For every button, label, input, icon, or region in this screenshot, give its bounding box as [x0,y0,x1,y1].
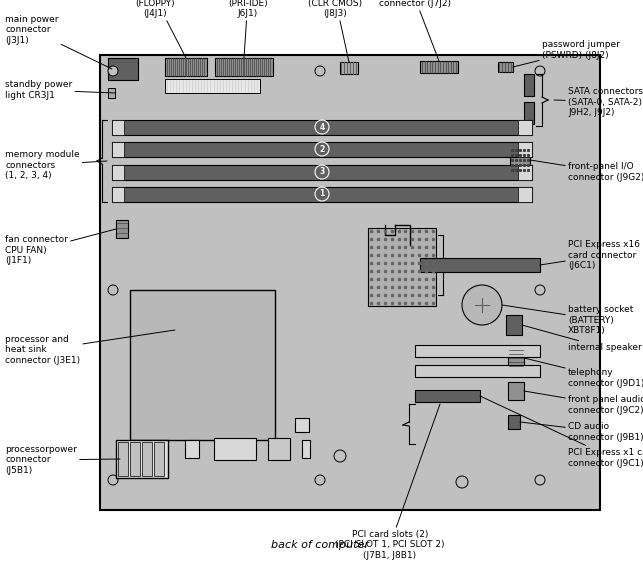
Bar [112,120,124,135]
Bar [518,142,532,157]
Circle shape [315,142,329,156]
Text: standby power
light CR3J1: standby power light CR3J1 [5,81,115,100]
Text: processorpower
connector
(J5B1): processorpower connector (J5B1) [5,445,120,475]
Bar [420,258,540,272]
Bar [268,438,290,460]
Bar [165,79,260,93]
Bar [108,58,138,80]
Text: PCI Express x1 card
connector (J9C1): PCI Express x1 card connector (J9C1) [480,396,643,467]
Bar [108,88,115,98]
Bar [508,348,524,368]
Text: CD audio
connector (J9B1): CD audio connector (J9B1) [520,422,643,442]
Bar [295,418,309,432]
Circle shape [535,285,545,295]
Bar [215,58,273,76]
Bar [518,187,532,202]
Bar [508,382,524,400]
Text: telephony
connector (J9D1): telephony connector (J9D1) [524,358,643,387]
Bar [130,442,140,476]
Bar [510,148,530,172]
Circle shape [462,285,502,325]
Circle shape [535,66,545,76]
Bar [415,390,480,402]
Bar [214,438,256,460]
Text: battery socket
(BATTERY)
XBT8F1): battery socket (BATTERY) XBT8F1) [502,305,633,335]
Bar [368,228,436,306]
Circle shape [315,66,325,76]
Bar [112,187,124,202]
Text: IDE drive
connector
(PRI-IDE)
J6J1): IDE drive connector (PRI-IDE) J6J1) [225,0,271,58]
Text: password jumper
(PSWRD) (J8J2): password jumper (PSWRD) (J8J2) [513,41,620,67]
Text: front panel audio
connector (J9C2): front panel audio connector (J9C2) [524,391,643,415]
Circle shape [334,450,346,462]
Circle shape [315,165,329,179]
Bar [112,142,532,157]
Bar [415,345,540,357]
Bar [508,415,520,429]
Text: 4: 4 [320,122,325,132]
Circle shape [108,475,118,485]
Circle shape [456,476,468,488]
Bar [165,58,207,76]
Text: 1: 1 [320,189,325,199]
Circle shape [535,475,545,485]
Bar [340,62,358,74]
Bar [100,55,600,510]
Text: PCI card slots (2)
(PCI SLOT 1, PCI SLOT 2)
(J7B1, J8B1): PCI card slots (2) (PCI SLOT 1, PCI SLOT… [335,404,445,560]
Circle shape [315,120,329,134]
Circle shape [108,66,118,76]
Text: memory module
connectors
(1, 2, 3, 4): memory module connectors (1, 2, 3, 4) [5,150,107,180]
Circle shape [315,475,325,485]
Text: clear CMOS
jumper
(CLR CMOS)
(J8J3): clear CMOS jumper (CLR CMOS) (J8J3) [308,0,362,62]
Bar [112,120,532,135]
Bar [524,74,534,96]
Bar [302,440,310,458]
Text: floppy drive
connector
(FLOPPY)
(J4J1): floppy drive connector (FLOPPY) (J4J1) [128,0,186,58]
Bar [142,442,152,476]
Circle shape [315,187,329,201]
Bar [116,440,168,478]
Bar [112,165,124,180]
Bar [498,62,513,72]
Text: 3: 3 [320,168,325,176]
Text: fan connector
CPU FAN)
(J1F1): fan connector CPU FAN) (J1F1) [5,229,116,265]
Bar [116,220,128,238]
Text: front-panel I/O
connector (J9G2): front-panel I/O connector (J9G2) [530,160,643,182]
Bar [524,102,534,124]
Bar [112,187,532,202]
Text: processor and
heat sink
connector (J3E1): processor and heat sink connector (J3E1) [5,330,175,365]
Text: SATA connectors (2)
(SATA-0, SATA-2)
J9H2, J9J2): SATA connectors (2) (SATA-0, SATA-2) J9H… [554,87,643,117]
Bar [112,142,124,157]
Bar [518,165,532,180]
Bar [154,442,164,476]
Text: main power
connector
(J3J1): main power connector (J3J1) [5,15,112,69]
Bar [518,120,532,135]
Circle shape [108,285,118,295]
Bar [112,165,532,180]
Text: 2: 2 [320,145,325,153]
Text: internal speaker: internal speaker [522,325,642,352]
Text: back of computer: back of computer [271,540,369,550]
Bar [415,365,540,377]
Bar [130,290,275,440]
Bar [420,61,458,73]
Bar [185,440,199,458]
Bar [506,315,522,335]
Text: PCI Express x16
card connector
(J6C1): PCI Express x16 card connector (J6C1) [540,240,640,270]
Text: control panel
connector (J7J2): control panel connector (J7J2) [379,0,451,61]
Bar [118,442,128,476]
